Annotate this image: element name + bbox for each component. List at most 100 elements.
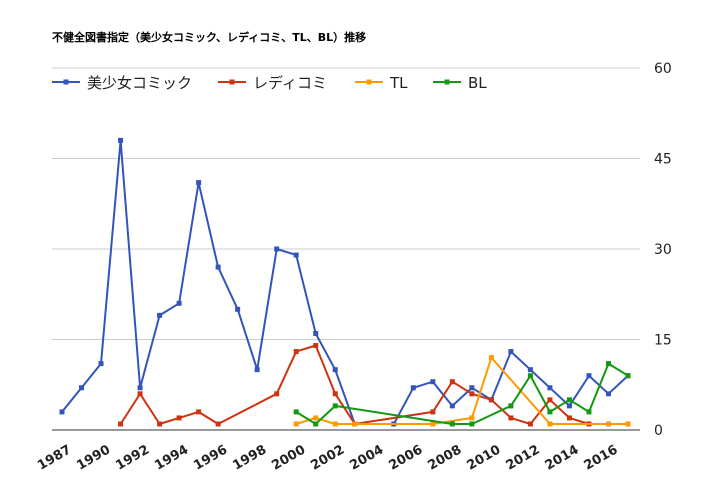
legend-swatch-marker bbox=[444, 79, 450, 85]
data-point bbox=[332, 421, 338, 427]
x-tick-label: 2008 bbox=[426, 442, 465, 473]
y-axis-ticks: 0 15 30 45 60 bbox=[654, 61, 672, 439]
data-point bbox=[59, 409, 65, 415]
gridlines bbox=[52, 67, 640, 431]
data-point bbox=[469, 391, 475, 397]
x-tick-label: 2016 bbox=[582, 442, 621, 473]
data-point bbox=[215, 421, 221, 427]
legend-swatch-marker bbox=[366, 79, 372, 85]
data-point bbox=[196, 409, 202, 415]
legend-item: 美少女コミック bbox=[52, 74, 192, 92]
legend: 美少女コミック レディコミ TL BL bbox=[52, 74, 487, 92]
data-point bbox=[157, 421, 163, 427]
data-point bbox=[605, 361, 611, 367]
data-point bbox=[586, 409, 592, 415]
series-2 bbox=[293, 355, 631, 427]
data-point bbox=[566, 403, 572, 409]
x-tick-label: 2000 bbox=[269, 442, 308, 473]
data-point bbox=[254, 367, 260, 373]
data-point bbox=[332, 403, 338, 409]
data-point bbox=[566, 397, 572, 403]
y-tick-label: 15 bbox=[654, 333, 672, 349]
data-point bbox=[625, 421, 631, 427]
x-tick-label: 2002 bbox=[308, 442, 347, 473]
legend-item: TL bbox=[355, 74, 408, 92]
y-tick-label: 30 bbox=[654, 242, 672, 258]
data-point bbox=[313, 343, 319, 349]
data-point bbox=[469, 421, 475, 427]
data-point bbox=[625, 373, 631, 379]
data-point bbox=[293, 252, 299, 258]
legend-label: BL bbox=[468, 74, 487, 92]
x-tick-label: 1987 bbox=[35, 442, 74, 473]
data-point bbox=[274, 246, 280, 252]
data-point bbox=[449, 403, 455, 409]
series-line bbox=[61, 139, 629, 425]
data-point bbox=[313, 330, 319, 336]
data-point bbox=[449, 379, 455, 385]
x-tick-label: 1990 bbox=[74, 442, 113, 473]
x-tick-label: 1994 bbox=[152, 442, 191, 473]
y-tick-label: 0 bbox=[654, 423, 663, 439]
y-tick-label: 60 bbox=[654, 61, 672, 77]
data-point bbox=[527, 421, 533, 427]
data-point bbox=[508, 415, 514, 421]
data-point bbox=[176, 300, 182, 306]
legend-label: 美少女コミック bbox=[87, 74, 192, 92]
legend-label: TL bbox=[389, 74, 408, 92]
data-point bbox=[313, 415, 319, 421]
data-point bbox=[547, 421, 553, 427]
data-point bbox=[527, 373, 533, 379]
series-line bbox=[295, 356, 628, 425]
series-line bbox=[119, 344, 628, 425]
data-point bbox=[488, 355, 494, 361]
data-point bbox=[98, 361, 104, 367]
series-3 bbox=[293, 361, 631, 427]
chart-title: 不健全図書指定（美少女コミック、レディコミ、TL、BL）推移 bbox=[52, 30, 366, 44]
series-line bbox=[295, 362, 629, 425]
data-point bbox=[449, 421, 455, 427]
data-point bbox=[118, 421, 124, 427]
data-point bbox=[508, 349, 514, 355]
data-point bbox=[430, 409, 436, 415]
data-point bbox=[430, 421, 436, 427]
data-point bbox=[352, 421, 358, 427]
data-point bbox=[547, 385, 553, 391]
data-point bbox=[118, 137, 124, 143]
data-point bbox=[547, 397, 553, 403]
data-point bbox=[547, 409, 553, 415]
x-axis-ticks: 1987 1990 1992 1994 1996 1998 2000 2002 2004 2006… bbox=[35, 442, 620, 473]
series-layer bbox=[59, 137, 631, 427]
data-point bbox=[293, 409, 299, 415]
data-point bbox=[79, 385, 85, 391]
data-point bbox=[293, 349, 299, 355]
data-point bbox=[586, 373, 592, 379]
data-point bbox=[196, 180, 202, 186]
data-point bbox=[313, 421, 319, 427]
data-point bbox=[274, 391, 280, 397]
legend-label: レディコミ bbox=[253, 74, 327, 92]
series-1 bbox=[118, 343, 631, 427]
data-point bbox=[293, 421, 299, 427]
data-point bbox=[137, 385, 143, 391]
data-point bbox=[488, 397, 494, 403]
data-point bbox=[605, 391, 611, 397]
data-point bbox=[527, 367, 533, 373]
series-0 bbox=[59, 137, 631, 427]
legend-swatch-marker bbox=[229, 79, 235, 85]
legend-swatch-marker bbox=[63, 79, 69, 85]
data-point bbox=[508, 403, 514, 409]
x-tick-label: 1996 bbox=[191, 442, 230, 473]
x-tick-label: 2004 bbox=[347, 442, 386, 473]
data-point bbox=[332, 391, 338, 397]
y-tick-label: 45 bbox=[654, 152, 672, 168]
data-point bbox=[332, 367, 338, 373]
data-point bbox=[566, 415, 572, 421]
data-point bbox=[235, 306, 241, 312]
data-point bbox=[157, 312, 163, 318]
data-point bbox=[176, 415, 182, 421]
x-tick-label: 1998 bbox=[230, 442, 269, 473]
x-tick-label: 2006 bbox=[386, 442, 425, 473]
data-point bbox=[215, 264, 221, 270]
